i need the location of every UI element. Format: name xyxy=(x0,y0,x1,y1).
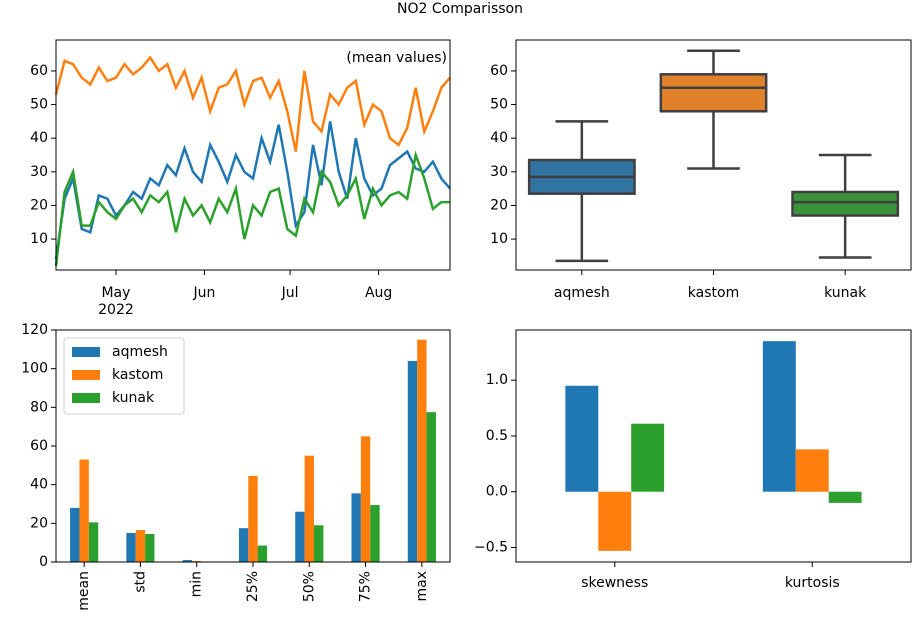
bar xyxy=(304,455,314,562)
y-tick-label: 50 xyxy=(30,97,48,113)
y-tick-label: 60 xyxy=(30,63,48,79)
bar xyxy=(248,475,258,562)
annotation: (mean values) xyxy=(346,50,447,66)
bar xyxy=(313,525,324,562)
legend-label: aqmesh xyxy=(112,344,168,360)
y-tick-label: 1.0 xyxy=(486,372,508,388)
x-tick-label: min xyxy=(189,571,205,597)
axes-frame xyxy=(515,329,912,563)
bar xyxy=(145,533,155,562)
x-tick-label: 25% xyxy=(245,571,261,602)
x-tick-label: aqmesh xyxy=(554,285,610,301)
x-tick-label: 75% xyxy=(358,571,374,602)
box xyxy=(791,190,900,217)
y-tick-label: 10 xyxy=(490,231,508,247)
bar xyxy=(631,423,665,492)
y-tick-label: 10 xyxy=(30,231,48,247)
bar xyxy=(135,530,146,562)
y-tick-label: 30 xyxy=(490,164,508,180)
bar xyxy=(407,360,418,562)
bar xyxy=(360,436,371,562)
y-tick-label: 20 xyxy=(30,197,48,213)
y-tick-label: −0.5 xyxy=(474,540,508,556)
bar xyxy=(426,412,436,562)
line-series xyxy=(54,121,451,260)
axes-frame xyxy=(515,39,912,271)
y-tick-label: 40 xyxy=(490,130,508,146)
bar xyxy=(238,528,249,562)
legend-label: kastom xyxy=(112,367,163,383)
bar xyxy=(257,545,268,562)
legend-label: kunak xyxy=(112,390,155,406)
y-tick-label: 0.0 xyxy=(486,484,508,500)
y-tick-label: 120 xyxy=(21,322,48,338)
x-tick-label: Jun xyxy=(193,285,216,301)
line-series xyxy=(54,150,450,267)
y-tick-label: 50 xyxy=(490,97,508,113)
y-tick-label: 40 xyxy=(30,477,48,493)
bar xyxy=(182,560,193,562)
legend-swatch xyxy=(72,347,100,357)
bar xyxy=(598,491,632,551)
x-tick-label: mean xyxy=(76,571,92,611)
y-tick-label: 40 xyxy=(30,130,48,146)
x-tick-label: May 2022 xyxy=(98,285,134,318)
bar xyxy=(565,385,599,492)
bar xyxy=(762,341,796,492)
x-tick-label: max xyxy=(414,571,430,602)
y-tick-label: 100 xyxy=(21,361,48,377)
x-tick-label: std xyxy=(132,571,148,593)
line-series xyxy=(54,55,451,152)
x-tick-label: skewness xyxy=(581,575,648,591)
x-tick-label: kunak xyxy=(824,285,867,301)
bar xyxy=(70,507,80,562)
bar xyxy=(417,339,427,562)
legend-swatch xyxy=(72,393,100,403)
bar xyxy=(295,511,305,562)
bar xyxy=(126,533,136,562)
figure-title: NO2 Comparisson xyxy=(397,1,523,17)
x-tick-label: Aug xyxy=(365,285,392,301)
y-tick-label: 60 xyxy=(30,438,48,454)
bar xyxy=(79,459,89,562)
bar xyxy=(351,493,361,562)
axes-frame xyxy=(55,329,451,563)
x-tick-label: kurtosis xyxy=(785,575,840,591)
y-tick-label: 0 xyxy=(39,554,48,570)
y-tick-label: 60 xyxy=(490,63,508,79)
x-tick-label: kastom xyxy=(688,285,739,301)
bar xyxy=(828,491,862,503)
legend-swatch xyxy=(72,370,100,380)
bar xyxy=(370,504,380,562)
bar xyxy=(88,522,99,562)
y-tick-label: 0.5 xyxy=(486,428,508,444)
x-tick-label: 50% xyxy=(301,571,317,602)
bar xyxy=(795,449,829,492)
axes-frame xyxy=(55,39,451,271)
y-tick-label: 80 xyxy=(30,399,48,415)
y-tick-label: 20 xyxy=(30,515,48,531)
y-tick-label: 30 xyxy=(30,164,48,180)
x-tick-label: Jul xyxy=(281,285,299,301)
y-tick-label: 20 xyxy=(490,197,508,213)
box xyxy=(659,73,768,113)
